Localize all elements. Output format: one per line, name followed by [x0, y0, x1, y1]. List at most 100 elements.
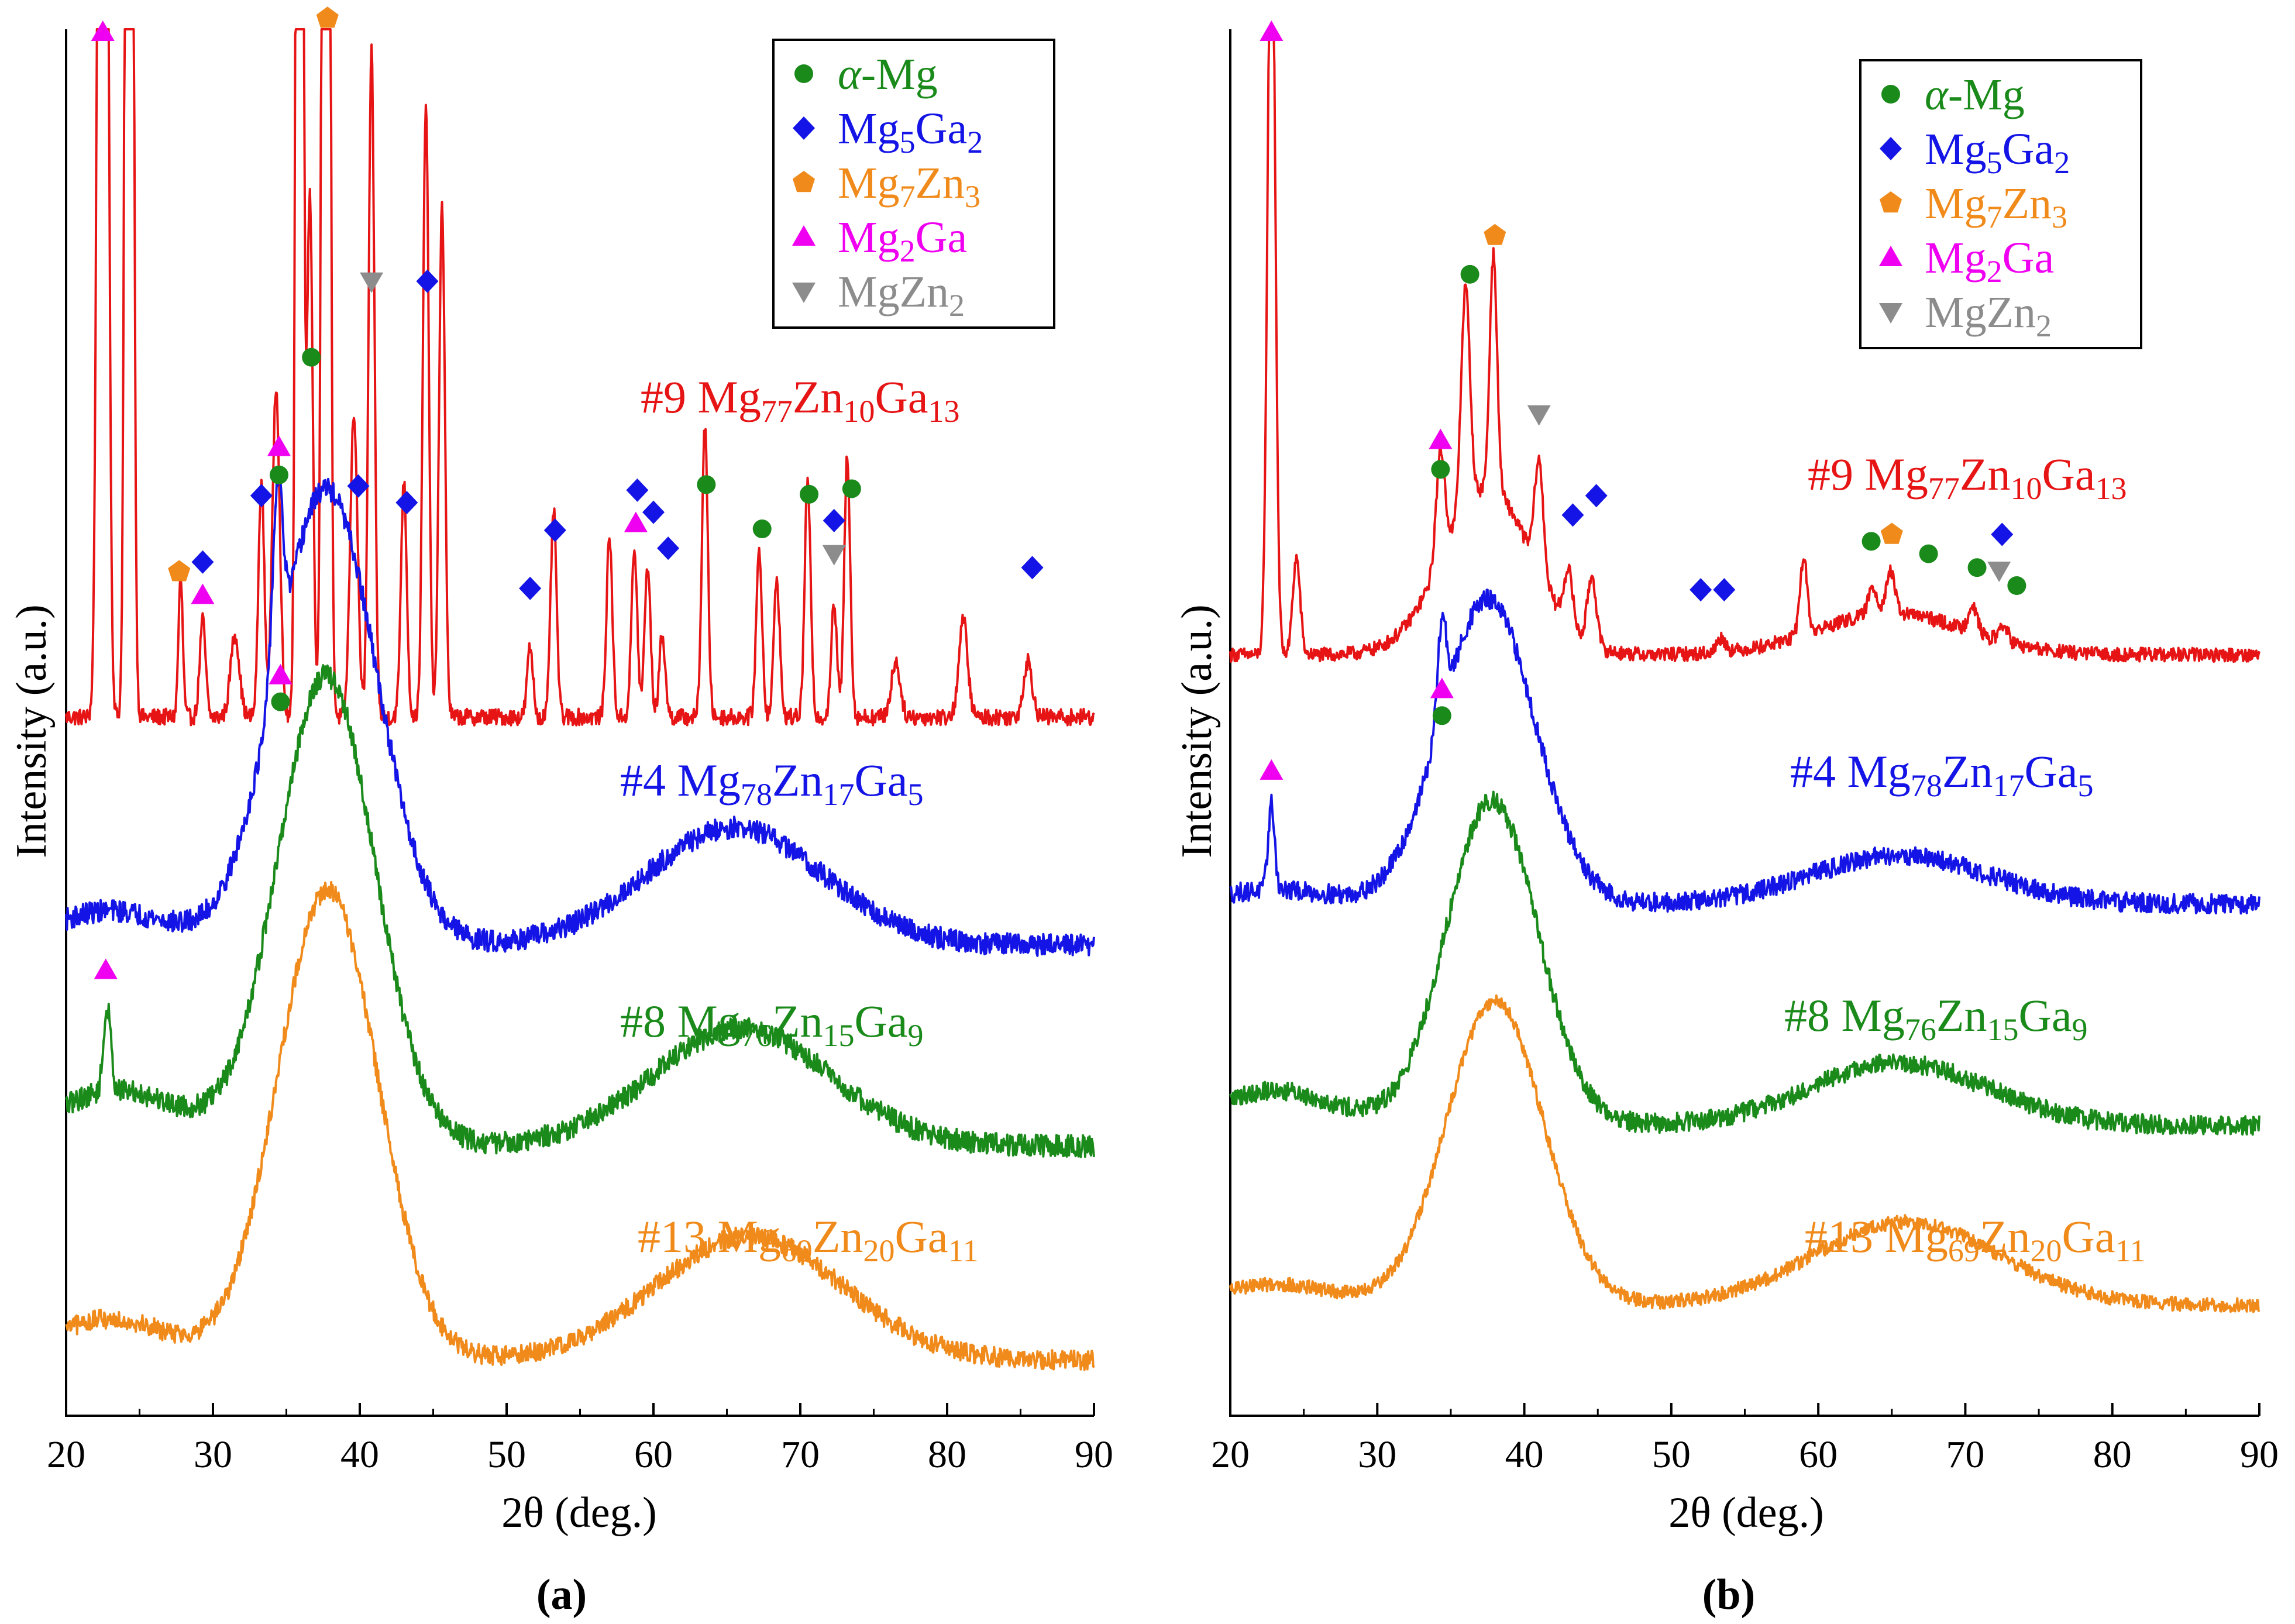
legend-label-mg2ga: Mg2Ga [1925, 233, 2054, 289]
legend-marker-alpha_mg [794, 64, 813, 83]
x-tick-label: 70 [781, 1433, 820, 1476]
x-tick-label: 40 [1505, 1433, 1544, 1476]
x-tick-label: 80 [2093, 1433, 2132, 1476]
phase-marker-mg2ga [1430, 677, 1454, 699]
legend-marker-mgzn2 [1879, 303, 1902, 324]
phase-marker-alpha_mg [842, 479, 861, 498]
phase-marker-mg2ga [267, 435, 291, 456]
series-label-s9: #9 Mg77Zn10Ga13 [641, 371, 959, 429]
phase-marker-mg5ga2 [626, 478, 649, 502]
panel-b-phase-markers [1260, 20, 2026, 780]
phase-marker-alpha_mg [302, 347, 321, 367]
phase-marker-mg5ga2 [1690, 578, 1712, 602]
x-tick-label: 40 [340, 1433, 379, 1476]
phase-marker-mg2ga [1260, 20, 1284, 41]
phase-marker-alpha_mg [752, 519, 772, 539]
phase-marker-mg5ga2 [1991, 522, 2014, 546]
panel-b-caption: (b) [1702, 1571, 1755, 1619]
panel-a-series-labels: #9 Mg77Zn10Ga13 #4 Mg78Zn17Ga5 #8 Mg76Zn15… [620, 371, 978, 1268]
legend-label-alpha_mg: α-Mg [1925, 70, 2025, 119]
series-line-s9 [65, 28, 1095, 727]
phase-marker-alpha_mg [697, 475, 716, 494]
phase-marker-mg5ga2 [1713, 578, 1736, 602]
phase-marker-mgzn2 [822, 545, 846, 566]
phase-marker-mg2ga [269, 663, 293, 684]
legend-marker-mgzn2 [792, 283, 816, 303]
panel-b: 20 30 40 50 60 70 80 90 #9 Mg77Zn10Ga13 #4 Mg78Z… [1173, 20, 2279, 1619]
panel-a-phase-markers [91, 6, 1044, 979]
phase-marker-alpha_mg [1967, 558, 1987, 577]
phase-marker-alpha_mg [1460, 264, 1479, 284]
series-line-s4 [65, 470, 1095, 957]
series-label-s13: #13 Mg69Zn20Ga11 [638, 1211, 978, 1268]
series-line-s9 [1229, 28, 2260, 663]
x-tick-label: 30 [1358, 1433, 1396, 1476]
legend-marker-mg7zn3 [793, 171, 815, 192]
phase-marker-mg2ga [191, 583, 215, 604]
x-tick-label: 90 [1075, 1433, 1113, 1476]
panel-b-legend-box [1859, 59, 2142, 349]
phase-marker-alpha_mg [800, 484, 819, 504]
phase-marker-mg2ga [91, 20, 115, 41]
panel-a-y-axis-label: Intensity (a.u.) [8, 604, 56, 858]
legend-marker-mg2ga [1879, 246, 1902, 266]
x-tick-label: 30 [194, 1433, 232, 1476]
phase-marker-mg7zn3 [316, 6, 339, 28]
legend-marker-mg5ga2 [793, 116, 815, 140]
phase-marker-alpha_mg [271, 692, 290, 711]
x-tick-label: 70 [1946, 1433, 1984, 1476]
legend-label-mg2ga: Mg2Ga [838, 213, 967, 269]
phase-marker-mg7zn3 [1880, 522, 1903, 544]
x-tick-label: 50 [1652, 1433, 1691, 1476]
panel-b-ticks: 20 30 40 50 60 70 80 90 [1211, 1403, 2279, 1476]
phase-marker-mg2ga [1260, 759, 1284, 780]
phase-marker-mg5ga2 [416, 269, 439, 293]
phase-marker-mg5ga2 [823, 508, 845, 532]
series-label-s8: #8 Mg76Zn15Ga9 [1784, 990, 2087, 1047]
phase-marker-mg2ga [94, 958, 118, 979]
series-line-s8 [1229, 790, 2260, 1136]
panel-b-y-axis-label: Intensity (a.u.) [1173, 604, 1221, 858]
phase-marker-alpha_mg [1431, 460, 1450, 479]
phase-marker-mg5ga2 [543, 518, 566, 542]
x-tick-label: 20 [1211, 1433, 1250, 1476]
legend-marker-mg5ga2 [1880, 137, 1902, 160]
phase-marker-mg5ga2 [657, 536, 680, 560]
panel-a-series [65, 28, 1095, 1371]
series-label-s13: #13 Mg69Zn20Ga11 [1805, 1211, 2145, 1268]
series-line-s13 [1229, 994, 2260, 1313]
phase-marker-mg5ga2 [1561, 503, 1584, 527]
phase-marker-mg5ga2 [395, 491, 418, 515]
phase-marker-alpha_mg [2007, 576, 2026, 595]
phase-marker-mgzn2 [1987, 561, 2011, 582]
x-tick-label: 90 [2240, 1433, 2279, 1476]
phase-marker-mg2ga [1429, 428, 1453, 449]
phase-marker-alpha_mg [1432, 706, 1451, 725]
panel-a-legend-box [772, 39, 1055, 329]
series-line-s4 [1229, 589, 2260, 915]
panel-a-caption: (a) [536, 1571, 587, 1619]
series-label-s4: #4 Mg78Zn17Ga5 [620, 755, 923, 812]
legend-label-mg7zn3: Mg7Zn3 [1925, 179, 2067, 235]
phase-marker-alpha_mg [269, 465, 288, 484]
panel-b-x-axis-label: 2θ (deg.) [1668, 1489, 1824, 1537]
x-tick-label: 60 [634, 1433, 673, 1476]
legend-marker-alpha_mg [1881, 85, 1900, 104]
phase-marker-mg5ga2 [347, 474, 370, 498]
phase-marker-alpha_mg [1919, 544, 1938, 563]
legend-label-mg5ga2: Mg5Ga2 [1925, 125, 2070, 180]
panel-a-ticks: 20 30 40 50 60 70 80 90 [47, 1403, 1113, 1476]
x-tick-label: 20 [47, 1433, 85, 1476]
legend-label-mg5ga2: Mg5Ga2 [838, 104, 983, 160]
phase-marker-mg7zn3 [1484, 223, 1506, 245]
legend-marker-mg7zn3 [1880, 191, 1902, 213]
phase-marker-mg5ga2 [1021, 556, 1044, 580]
panel-b-series [1229, 28, 2260, 1313]
phase-marker-mgzn2 [1527, 405, 1551, 426]
x-tick-label: 50 [487, 1433, 526, 1476]
phase-marker-mg5ga2 [519, 576, 542, 600]
phase-marker-alpha_mg [1862, 532, 1881, 551]
